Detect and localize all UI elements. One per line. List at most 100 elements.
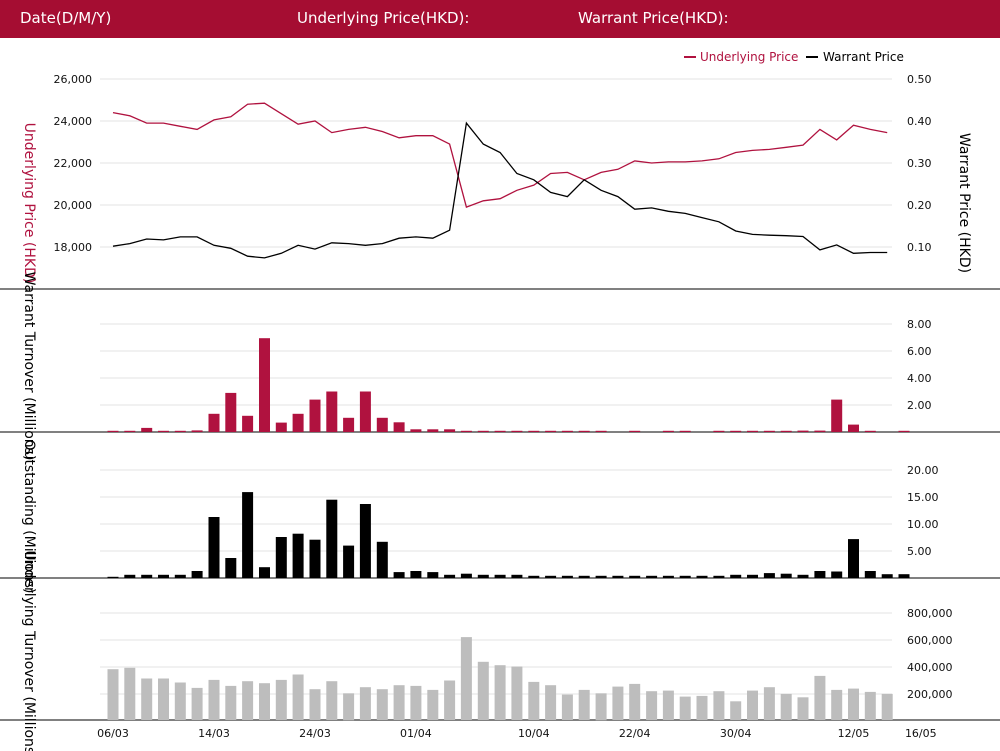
bar xyxy=(208,679,220,720)
bar xyxy=(359,391,371,432)
header-bar: Date(D/M/Y) Underlying Price(HKD): Warra… xyxy=(0,0,1000,38)
bar xyxy=(511,666,523,720)
bar xyxy=(578,689,590,720)
bar xyxy=(679,696,691,720)
y-tick-label-right: 0.40 xyxy=(907,115,932,128)
x-tick-label: 16/05 xyxy=(905,727,937,740)
y-tick-label-right: 20.00 xyxy=(907,464,939,477)
bar xyxy=(477,661,489,720)
bar xyxy=(679,430,691,432)
bar xyxy=(831,399,843,432)
bar xyxy=(898,430,910,432)
bar xyxy=(629,575,641,578)
y-axis-label-left: Warrant Turnover (Millions) xyxy=(21,272,37,461)
bar xyxy=(444,429,456,432)
y-tick-label-right: 800,000 xyxy=(907,607,953,620)
chart-panels: 26,000 0.50 24,000 0.40 22,000 0.30 20,000 0.20… xyxy=(0,73,1000,751)
bar xyxy=(561,575,573,578)
bar xyxy=(410,429,422,432)
bar xyxy=(646,691,658,720)
bar xyxy=(595,693,607,721)
bar xyxy=(444,574,456,578)
bar xyxy=(780,693,792,720)
bar xyxy=(646,575,658,578)
bar xyxy=(410,571,422,578)
bar xyxy=(814,430,826,432)
bar xyxy=(259,683,270,720)
x-tick-label: 22/04 xyxy=(619,727,651,740)
bar xyxy=(545,575,557,578)
bar xyxy=(309,689,321,720)
bar xyxy=(494,574,506,578)
y-axis-label-left: Underlying Turnover (Millions) xyxy=(21,550,37,751)
bar xyxy=(864,430,876,432)
y-tick-label-left: 22,000 xyxy=(54,157,93,170)
bar xyxy=(427,572,439,578)
x-tick-label: 10/04 xyxy=(518,727,550,740)
bar xyxy=(158,430,169,432)
y-tick-label-right: 8.00 xyxy=(907,318,932,331)
y-axis-label-left: Outstanding (Millions) xyxy=(21,440,37,594)
bar xyxy=(713,430,725,432)
bar xyxy=(107,669,119,720)
bar xyxy=(814,571,826,578)
bar xyxy=(797,574,809,578)
bar xyxy=(191,571,203,578)
bar xyxy=(662,430,674,432)
bar xyxy=(393,422,405,432)
bar xyxy=(124,667,136,720)
bar xyxy=(848,539,859,578)
legend: Underlying Price Warrant Price xyxy=(684,50,904,64)
bar xyxy=(174,682,186,720)
bar xyxy=(427,429,439,432)
bar xyxy=(814,675,826,720)
bar xyxy=(528,430,540,432)
bar xyxy=(881,574,893,578)
bar xyxy=(393,572,405,578)
bar xyxy=(797,430,809,432)
bar xyxy=(158,678,169,720)
bar xyxy=(494,430,506,432)
bar xyxy=(730,701,742,720)
bar xyxy=(831,689,843,720)
bar xyxy=(747,430,758,432)
bar xyxy=(595,430,607,432)
bar xyxy=(107,430,119,432)
y-tick-label-right: 0.10 xyxy=(907,241,932,254)
bar xyxy=(343,693,355,721)
bar xyxy=(595,575,607,578)
bar xyxy=(410,685,422,720)
bar xyxy=(292,674,304,720)
bar xyxy=(730,574,742,578)
bar xyxy=(460,637,472,720)
bar xyxy=(898,574,910,578)
y-tick-label-right: 5.00 xyxy=(907,545,932,558)
bar xyxy=(528,575,540,578)
y-tick-label-left: 20,000 xyxy=(54,199,93,212)
bar xyxy=(780,430,792,432)
bar xyxy=(376,541,388,578)
y-tick-label-left: 26,000 xyxy=(54,73,93,86)
bar xyxy=(242,492,254,578)
bar xyxy=(326,681,338,720)
bar xyxy=(561,694,573,720)
bar xyxy=(343,545,355,578)
bar xyxy=(679,575,691,578)
bar xyxy=(881,693,893,720)
bar xyxy=(275,679,287,720)
bar xyxy=(696,575,708,578)
bar xyxy=(427,689,439,720)
bar xyxy=(763,573,775,578)
bar xyxy=(191,687,203,720)
bar xyxy=(225,558,237,578)
x-tick-label: 12/05 xyxy=(838,727,870,740)
bar xyxy=(713,575,725,578)
bar xyxy=(359,687,371,720)
bar xyxy=(578,575,590,578)
bar xyxy=(511,430,523,432)
x-tick-label: 14/03 xyxy=(198,727,230,740)
bar xyxy=(578,430,590,432)
y-tick-label-right: 200,000 xyxy=(907,688,953,701)
bar xyxy=(309,399,321,432)
warrant-price-label: Warrant Price(HKD): xyxy=(578,9,729,27)
